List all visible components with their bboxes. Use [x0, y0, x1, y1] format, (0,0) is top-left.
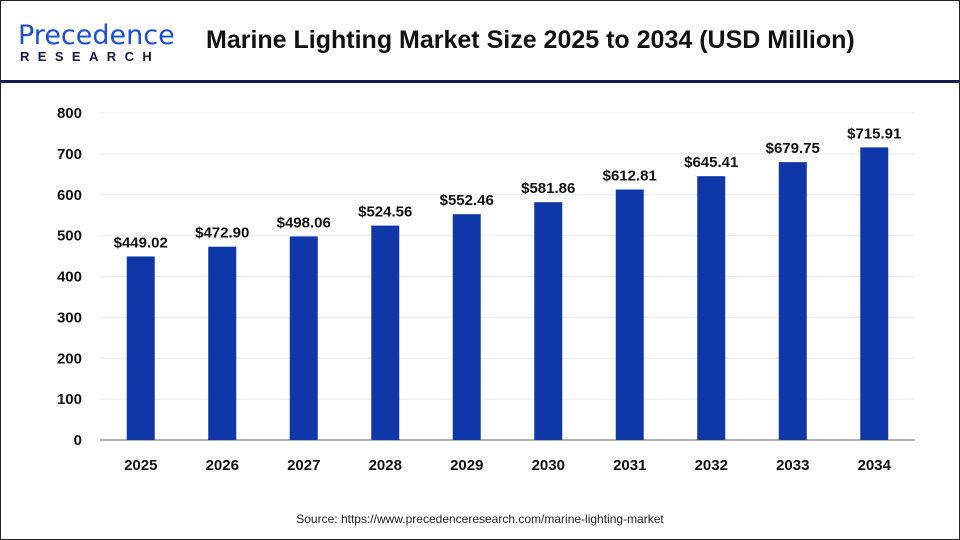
y-tick-label: 300 — [57, 309, 82, 326]
y-tick-label: 800 — [57, 105, 82, 122]
logo-text: Precedence — [18, 20, 175, 51]
bar — [860, 147, 889, 441]
data-label: $581.86 — [521, 180, 575, 197]
data-label: $552.46 — [440, 192, 494, 209]
x-tick-label: 2031 — [613, 457, 646, 474]
x-tick-label: 2033 — [776, 457, 809, 474]
data-label: $472.90 — [195, 225, 249, 242]
y-tick-label: 500 — [57, 228, 82, 245]
x-tick-label: 2028 — [369, 457, 402, 474]
y-tick-label: 100 — [57, 391, 82, 408]
data-label: $449.02 — [114, 234, 168, 251]
x-tick-label: 2029 — [450, 457, 483, 474]
data-label: $612.81 — [603, 168, 657, 185]
header: Precedence RESEARCH Marine Lighting Mark… — [0, 0, 960, 83]
bar — [371, 225, 400, 440]
data-label: $498.06 — [277, 214, 331, 231]
y-tick-label: 200 — [57, 350, 82, 367]
bar — [778, 162, 807, 440]
bar — [126, 256, 155, 440]
x-tick-label: 2034 — [858, 457, 892, 474]
y-tick-label: 700 — [57, 146, 82, 163]
x-tick-label: 2030 — [532, 457, 565, 474]
logo-subtext: RESEARCH — [20, 49, 161, 64]
y-tick-label: 0 — [74, 432, 82, 449]
precedence-research-logo: Precedence RESEARCH — [18, 20, 175, 64]
source-text: Source: https://www.precedenceresearch.c… — [296, 512, 664, 526]
data-label: $715.91 — [847, 125, 901, 142]
x-tick-label: 2026 — [206, 457, 239, 474]
x-tick-label: 2032 — [695, 457, 728, 474]
bar — [615, 189, 644, 440]
data-label: $679.75 — [766, 140, 820, 157]
bar — [534, 202, 563, 440]
x-tick-label: 2027 — [287, 457, 320, 474]
data-label: $524.56 — [358, 204, 412, 221]
x-tick-label: 2025 — [124, 457, 157, 474]
y-tick-label: 600 — [57, 187, 82, 204]
y-tick-label: 400 — [57, 269, 82, 286]
bar — [697, 176, 726, 440]
bar — [452, 214, 481, 440]
chart-title: Marine Lighting Market Size 2025 to 2034… — [206, 26, 855, 54]
bar — [208, 246, 237, 440]
bar — [289, 236, 318, 440]
data-label: $645.41 — [684, 154, 738, 171]
